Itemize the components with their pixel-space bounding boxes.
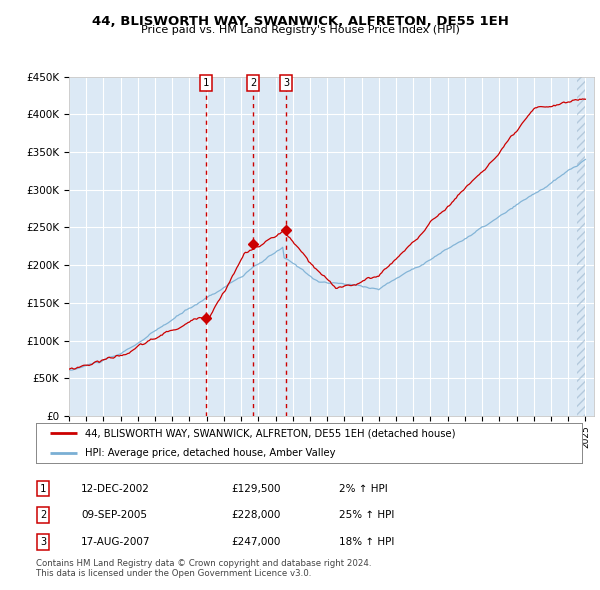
Text: 17-AUG-2007: 17-AUG-2007 bbox=[81, 537, 151, 546]
Text: 09-SEP-2005: 09-SEP-2005 bbox=[81, 510, 147, 520]
Text: Price paid vs. HM Land Registry's House Price Index (HPI): Price paid vs. HM Land Registry's House … bbox=[140, 25, 460, 35]
Text: Contains HM Land Registry data © Crown copyright and database right 2024.: Contains HM Land Registry data © Crown c… bbox=[36, 559, 371, 568]
Text: 44, BLISWORTH WAY, SWANWICK, ALFRETON, DE55 1EH (detached house): 44, BLISWORTH WAY, SWANWICK, ALFRETON, D… bbox=[85, 428, 455, 438]
Text: £247,000: £247,000 bbox=[231, 537, 280, 546]
Text: 2: 2 bbox=[40, 510, 46, 520]
Text: 2% ↑ HPI: 2% ↑ HPI bbox=[339, 484, 388, 493]
Text: HPI: Average price, detached house, Amber Valley: HPI: Average price, detached house, Ambe… bbox=[85, 448, 335, 458]
Text: 2: 2 bbox=[250, 78, 256, 88]
Text: £228,000: £228,000 bbox=[231, 510, 280, 520]
Text: 3: 3 bbox=[283, 78, 289, 88]
Text: This data is licensed under the Open Government Licence v3.0.: This data is licensed under the Open Gov… bbox=[36, 569, 311, 578]
Text: 1: 1 bbox=[203, 78, 209, 88]
Text: 12-DEC-2002: 12-DEC-2002 bbox=[81, 484, 150, 493]
Text: 18% ↑ HPI: 18% ↑ HPI bbox=[339, 537, 394, 546]
Text: 25% ↑ HPI: 25% ↑ HPI bbox=[339, 510, 394, 520]
Text: £129,500: £129,500 bbox=[231, 484, 281, 493]
Text: 3: 3 bbox=[40, 537, 46, 546]
Text: 1: 1 bbox=[40, 484, 46, 493]
Text: 44, BLISWORTH WAY, SWANWICK, ALFRETON, DE55 1EH: 44, BLISWORTH WAY, SWANWICK, ALFRETON, D… bbox=[92, 15, 508, 28]
